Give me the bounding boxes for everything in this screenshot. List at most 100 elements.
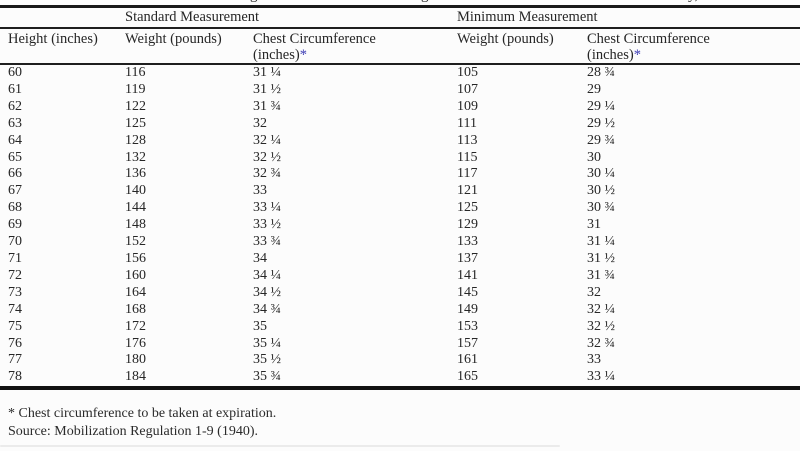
table-row: 60 116 31 ¼ 105 28 ¾ bbox=[0, 64, 800, 82]
col-header-height: Height (inches) bbox=[0, 28, 125, 65]
std-chest-cell: 33 ¼ bbox=[253, 200, 281, 216]
min-weight-cell: 117 bbox=[457, 166, 478, 182]
min-weight-cell: 141 bbox=[457, 267, 478, 283]
std-weight-cell: 122 bbox=[125, 98, 146, 114]
table-row: 70 152 33 ¾ 133 31 ¼ bbox=[0, 234, 800, 251]
height-cell: 70 bbox=[8, 234, 22, 250]
height-cell: 75 bbox=[8, 318, 22, 334]
min-chest-cell: 28 ¾ bbox=[587, 65, 615, 80]
std-chest-cell: 35 ¾ bbox=[253, 369, 281, 385]
height-cell: 76 bbox=[8, 335, 22, 351]
table-notes: * Chest circumference to be taken at exp… bbox=[8, 405, 800, 440]
min-chest-cell: 32 ¼ bbox=[587, 301, 615, 317]
table-row: 69 148 33 ½ 129 31 bbox=[0, 217, 800, 234]
table-row: 74 168 34 ¾ 149 32 ¼ bbox=[0, 302, 800, 319]
std-chest-cell: 35 ½ bbox=[253, 352, 281, 368]
measurement-table: Standard Measurement Minimum Measurement… bbox=[0, 5, 800, 391]
height-cell: 73 bbox=[8, 284, 22, 300]
std-chest-cell: 33 ¾ bbox=[253, 234, 281, 250]
min-weight-cell: 111 bbox=[457, 115, 477, 131]
std-weight-cell: 168 bbox=[125, 301, 146, 317]
cropped-glyph: g bbox=[250, 0, 258, 4]
std-chest-cell: 32 ¼ bbox=[253, 132, 281, 148]
std-weight-cell: 160 bbox=[125, 267, 146, 283]
min-weight-cell: 149 bbox=[457, 301, 478, 317]
std-chest-cell: 31 ¾ bbox=[253, 98, 281, 114]
std-weight-cell: 164 bbox=[125, 284, 146, 300]
span-header-row: Standard Measurement Minimum Measurement bbox=[0, 6, 800, 29]
height-cell: 68 bbox=[8, 200, 22, 216]
col-header-std-chest-line1: Chest Circumference bbox=[253, 31, 376, 47]
table-row: 66 136 32 ¾ 117 30 ¼ bbox=[0, 166, 800, 183]
std-chest-cell: 32 ¾ bbox=[253, 166, 281, 182]
min-weight-cell: 129 bbox=[457, 217, 478, 233]
cropped-glyph: y, bbox=[688, 0, 698, 4]
std-weight-cell: 136 bbox=[125, 166, 146, 182]
min-weight-cell: 121 bbox=[457, 183, 478, 199]
min-weight-cell: 153 bbox=[457, 318, 478, 334]
span-header-minimum: Minimum Measurement bbox=[457, 6, 800, 29]
height-cell: 62 bbox=[8, 98, 22, 114]
height-cell: 63 bbox=[8, 115, 22, 131]
min-weight-cell: 161 bbox=[457, 352, 478, 368]
std-weight-cell: 152 bbox=[125, 234, 146, 250]
std-weight-cell: 119 bbox=[125, 81, 146, 97]
span-header-empty bbox=[0, 6, 125, 29]
col-header-min-weight: Weight (pounds) bbox=[457, 28, 587, 65]
col-header-std-chest: Chest Circumference (inches)* bbox=[253, 28, 457, 65]
table-row: 75 172 35 153 32 ½ bbox=[0, 319, 800, 336]
footnote-link-asterisk-standard[interactable]: * bbox=[299, 47, 307, 63]
table-row: 76 176 35 ¼ 157 32 ¾ bbox=[0, 336, 800, 353]
min-chest-cell: 31 ¾ bbox=[587, 267, 615, 283]
min-chest-cell: 30 ½ bbox=[587, 183, 615, 199]
min-chest-cell: 30 ¼ bbox=[587, 166, 615, 182]
span-header-standard: Standard Measurement bbox=[125, 6, 457, 29]
std-chest-cell: 33 ½ bbox=[253, 217, 281, 233]
table-row: 65 132 32 ½ 115 30 bbox=[0, 150, 800, 167]
min-weight-cell: 125 bbox=[457, 200, 478, 216]
std-weight-cell: 116 bbox=[125, 65, 146, 80]
min-chest-cell: 29 ¾ bbox=[587, 132, 615, 148]
height-cell: 61 bbox=[8, 81, 22, 97]
col-header-min-chest: Chest Circumference (inches)* bbox=[587, 28, 800, 65]
std-weight-cell: 128 bbox=[125, 132, 146, 148]
min-chest-cell: 31 ¼ bbox=[587, 234, 615, 250]
min-chest-cell: 32 bbox=[587, 284, 601, 300]
height-cell: 74 bbox=[8, 301, 22, 317]
std-weight-cell: 180 bbox=[125, 352, 146, 368]
min-weight-cell: 165 bbox=[457, 369, 478, 385]
height-cell: 78 bbox=[8, 369, 22, 385]
col-header-min-chest-line1: Chest Circumference bbox=[587, 31, 710, 47]
height-cell: 60 bbox=[8, 65, 22, 80]
height-cell: 71 bbox=[8, 250, 22, 266]
height-cell: 66 bbox=[8, 166, 22, 182]
height-cell: 64 bbox=[8, 132, 22, 148]
scan-artifact-line bbox=[0, 445, 560, 447]
min-chest-cell: 29 bbox=[587, 81, 601, 97]
std-weight-cell: 156 bbox=[125, 250, 146, 266]
std-weight-cell: 125 bbox=[125, 115, 146, 131]
table-row: 77 180 35 ½ 161 33 bbox=[0, 352, 800, 369]
min-weight-cell: 113 bbox=[457, 132, 478, 148]
std-weight-cell: 176 bbox=[125, 335, 146, 351]
min-chest-cell: 32 ½ bbox=[587, 318, 615, 334]
min-chest-cell: 31 bbox=[587, 217, 601, 233]
table-row: 78 184 35 ¾ 165 33 ¼ bbox=[0, 369, 800, 388]
footnote-link-asterisk-minimum[interactable]: * bbox=[633, 47, 641, 63]
std-chest-cell: 34 ½ bbox=[253, 284, 281, 300]
std-weight-cell: 140 bbox=[125, 183, 146, 199]
table-row: 68 144 33 ¼ 125 30 ¾ bbox=[0, 200, 800, 217]
min-chest-cell: 31 ½ bbox=[587, 250, 615, 266]
min-weight-cell: 145 bbox=[457, 284, 478, 300]
std-chest-cell: 34 ¼ bbox=[253, 267, 281, 283]
column-header-row: Height (inches) Weight (pounds) Chest Ci… bbox=[0, 28, 800, 65]
min-weight-cell: 107 bbox=[457, 81, 478, 97]
table-row: 72 160 34 ¼ 141 31 ¾ bbox=[0, 268, 800, 285]
min-weight-cell: 105 bbox=[457, 65, 478, 80]
table-row: 61 119 31 ½ 107 29 bbox=[0, 82, 800, 99]
footnote-source: Source: Mobilization Regulation 1-9 (194… bbox=[8, 423, 259, 439]
height-cell: 65 bbox=[8, 149, 22, 165]
table-row: 62 122 31 ¾ 109 29 ¼ bbox=[0, 99, 800, 116]
std-chest-cell: 32 ½ bbox=[253, 149, 281, 165]
std-chest-cell: 34 ¾ bbox=[253, 301, 281, 317]
